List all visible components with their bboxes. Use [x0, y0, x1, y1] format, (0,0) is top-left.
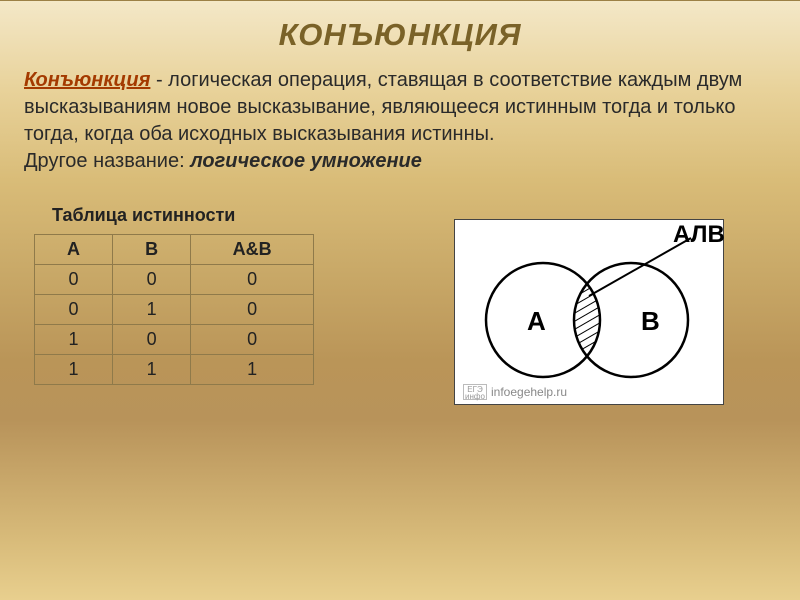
- table-row: 1 0 0: [35, 325, 314, 355]
- table-header-row: А В А&В: [35, 235, 314, 265]
- table-caption: Таблица истинности: [52, 205, 314, 226]
- cell-a: 1: [35, 355, 113, 385]
- venn-svg: А В АЛВ: [455, 220, 725, 385]
- venn-diagram: А В АЛВ ЕГЭинфо infoegehelp.ru: [454, 219, 724, 405]
- cell-b: 1: [113, 355, 191, 385]
- cell-ab: 0: [191, 325, 314, 355]
- source-text: infoegehelp.ru: [491, 385, 567, 399]
- venn-label-result: АЛВ: [673, 221, 725, 248]
- cell-a: 0: [35, 265, 113, 295]
- table-row: 1 1 1: [35, 355, 314, 385]
- truth-table: А В А&В 0 0 0 0 1 0 1 0 0 1 1 1: [34, 234, 314, 385]
- truth-table-block: Таблица истинности А В А&В 0 0 0 0 1 0 1…: [34, 205, 314, 385]
- table-row: 0 0 0: [35, 265, 314, 295]
- source-badge-icon: ЕГЭинфо: [463, 384, 487, 400]
- definition-term: Конъюнкция: [24, 69, 150, 91]
- source-label: ЕГЭинфо infoegehelp.ru: [463, 384, 715, 400]
- cell-b: 0: [113, 325, 191, 355]
- alt-name-label: Другое название:: [24, 150, 190, 172]
- header-b: В: [113, 235, 191, 265]
- header-a: А: [35, 235, 113, 265]
- cell-b: 1: [113, 295, 191, 325]
- content-row: Таблица истинности А В А&В 0 0 0 0 1 0 1…: [0, 205, 800, 405]
- header-ab: А&В: [191, 235, 314, 265]
- cell-ab: 1: [191, 355, 314, 385]
- alt-name-value: логическое умножение: [190, 150, 422, 172]
- page-title: КОНЪЮНКЦИЯ: [0, 1, 800, 53]
- cell-a: 1: [35, 325, 113, 355]
- venn-label-a: А: [527, 306, 546, 336]
- cell-b: 0: [113, 265, 191, 295]
- cell-ab: 0: [191, 295, 314, 325]
- venn-label-b: В: [641, 306, 660, 336]
- cell-a: 0: [35, 295, 113, 325]
- definition-block: Конъюнкция - логическая операция, ставящ…: [24, 67, 772, 175]
- cell-ab: 0: [191, 265, 314, 295]
- table-row: 0 1 0: [35, 295, 314, 325]
